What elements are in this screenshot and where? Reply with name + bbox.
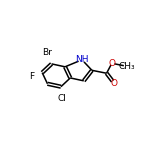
Text: NH: NH: [75, 55, 89, 64]
Text: Cl: Cl: [57, 94, 66, 103]
Text: CH₃: CH₃: [118, 62, 135, 71]
Text: O: O: [108, 59, 115, 68]
Text: O: O: [111, 79, 118, 88]
Text: Br: Br: [42, 48, 52, 57]
Text: F: F: [29, 72, 34, 81]
